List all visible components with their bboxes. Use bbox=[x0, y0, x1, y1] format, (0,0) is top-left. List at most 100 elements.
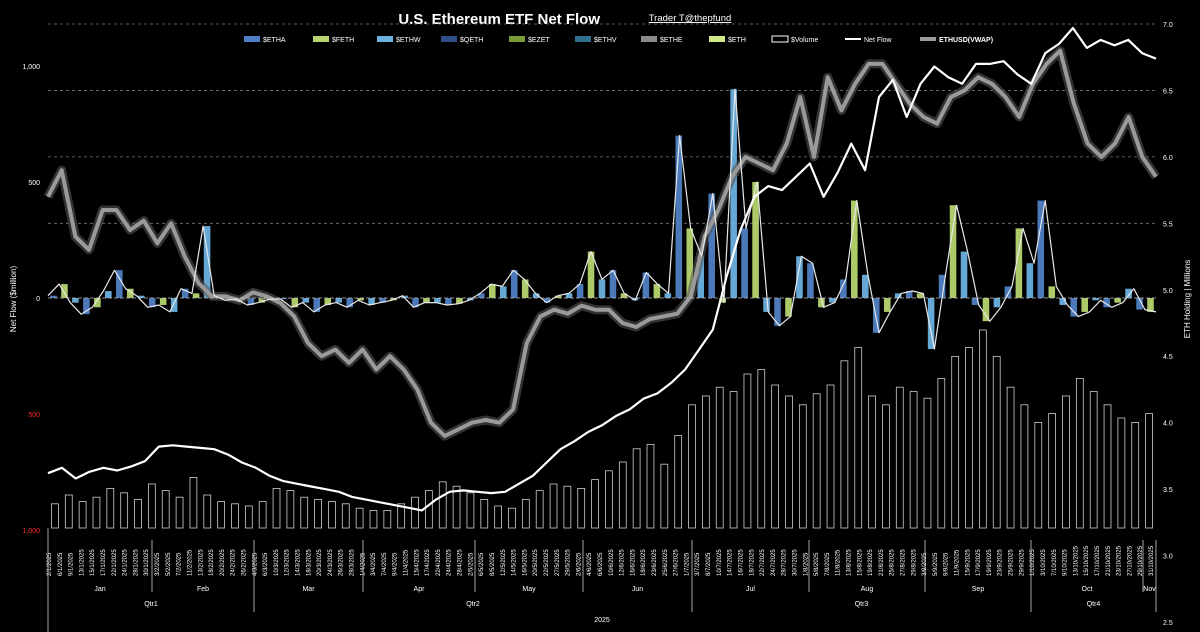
x-date-label: 3/4/2025 bbox=[371, 552, 377, 576]
flow-bar bbox=[653, 284, 661, 298]
x-date-label: 7/4/2025 bbox=[382, 552, 388, 576]
flow-bar bbox=[1026, 263, 1034, 298]
y-right-tick-8: 6.5 bbox=[1163, 88, 1173, 95]
flow-bar bbox=[105, 291, 112, 298]
x-date-label: 4/6/2025 bbox=[587, 552, 593, 576]
flow-bar bbox=[609, 270, 617, 298]
x-date-label: 25/9/2025 bbox=[1009, 549, 1015, 576]
volume-bar bbox=[341, 503, 350, 529]
volume-bar bbox=[618, 461, 627, 529]
x-date-label: 26/3/2025 bbox=[339, 549, 345, 576]
x-date-label: 17/4/2025 bbox=[425, 549, 431, 576]
x-date-label: 9/9/2025 bbox=[944, 552, 950, 576]
volume-bar bbox=[854, 347, 863, 529]
flow-bar bbox=[291, 298, 299, 308]
flow-bar bbox=[598, 279, 606, 298]
x-date-label: 21/8/2025 bbox=[879, 549, 885, 576]
x-date-label: 16/5/2025 bbox=[522, 549, 528, 576]
flow-bar bbox=[664, 293, 672, 298]
x-date-label: 27/5/2025 bbox=[555, 549, 561, 576]
x-date-label: 5/9/2025 bbox=[933, 552, 939, 576]
month-label: May bbox=[522, 586, 536, 593]
flow-bar bbox=[1081, 298, 1088, 312]
legend-label-6: $ETHE bbox=[660, 37, 683, 44]
flow-bar bbox=[818, 298, 825, 308]
x-date-label: 16/6/2025 bbox=[630, 549, 636, 576]
y-left-tick-2: 0 bbox=[36, 296, 40, 303]
volume-bar bbox=[660, 463, 669, 529]
flow-bar bbox=[807, 263, 814, 298]
y-left-tick-4: 1,000 bbox=[22, 528, 40, 535]
volume-bar bbox=[231, 503, 239, 529]
legend: $ETHA $FETH $ETHW $QETH $EZET $ETHV $ETHE $ETH $… bbox=[244, 35, 993, 44]
quarter-label: Qtr3 bbox=[855, 601, 869, 608]
x-date-label: 24/4/2025 bbox=[447, 549, 453, 576]
volume-bar bbox=[937, 377, 946, 529]
flow-bar bbox=[1070, 298, 1078, 317]
flow-bar bbox=[686, 228, 694, 298]
x-date-label: 11/2/2025 bbox=[188, 549, 194, 576]
volume-bar bbox=[452, 485, 461, 529]
x-date-label: 6/3/2025 bbox=[263, 552, 269, 576]
flow-bar bbox=[1059, 298, 1067, 305]
volume-bar bbox=[951, 355, 960, 529]
x-date-label: 24/3/2025 bbox=[328, 549, 334, 576]
flow-bar bbox=[927, 298, 935, 350]
volume-bar bbox=[826, 384, 835, 529]
month-label: Apr bbox=[414, 586, 426, 593]
x-date-label: 24/1/2025 bbox=[123, 549, 129, 576]
flow-bar bbox=[434, 298, 441, 303]
x-date-label: 7/8/2025 bbox=[825, 552, 831, 576]
x-date-label: 30/7/2025 bbox=[793, 549, 799, 576]
flow-bar bbox=[412, 298, 419, 308]
x-date-label: 29/10/2025 bbox=[1138, 545, 1144, 576]
flow-bar bbox=[752, 182, 759, 298]
axes: 1,000 500 0 500 1,000 2.5 3.0 3.5 4.0 4.5 5.0 5.5 6.… bbox=[22, 22, 1172, 627]
y-axis-left-label: Net Flow ($million) bbox=[9, 266, 18, 333]
flow-bar bbox=[883, 298, 891, 312]
flow-bar bbox=[587, 251, 595, 298]
volume-bar bbox=[480, 498, 489, 529]
x-date-label: 17/1/2025 bbox=[101, 549, 107, 576]
flow-bar bbox=[631, 298, 639, 301]
volume-bar bbox=[369, 509, 378, 529]
x-date-label: 10/3/2025 bbox=[274, 549, 280, 576]
month-label: Jul bbox=[746, 586, 755, 593]
x-date-label: 28/7/2025 bbox=[782, 549, 788, 576]
flow-bar bbox=[83, 298, 90, 315]
flow-bar bbox=[829, 298, 836, 303]
x-date-label: 14/5/2025 bbox=[512, 549, 518, 576]
volume-bar bbox=[1145, 413, 1153, 529]
x-date-label: 15/1/2025 bbox=[90, 549, 96, 576]
month-label: Jun bbox=[632, 586, 643, 593]
flow-bar bbox=[554, 295, 562, 298]
x-date-label: 22/4/2025 bbox=[436, 549, 442, 576]
x-date-label: 14/3/2025 bbox=[296, 549, 302, 576]
x-date-label: 13/8/2025 bbox=[847, 549, 853, 576]
legend-swatch-0 bbox=[244, 36, 260, 42]
x-date-label: 8/7/2025 bbox=[706, 552, 712, 576]
volume-bar bbox=[494, 505, 502, 529]
x-date-label: 12/5/2025 bbox=[501, 549, 507, 576]
x-date-label: 9/4/2025 bbox=[393, 552, 399, 576]
x-date-label: 3/7/2025 bbox=[695, 552, 701, 576]
legend-swatch-3 bbox=[441, 36, 457, 42]
volume-bar bbox=[300, 496, 309, 529]
y-right-tick-9: 7.0 bbox=[1163, 22, 1173, 29]
x-date-label: 25/8/2025 bbox=[890, 549, 896, 576]
x-date-label: 1/10/2025 bbox=[1030, 549, 1036, 576]
volume-bar bbox=[1034, 421, 1043, 529]
x-date-label: 29/8/2025 bbox=[911, 549, 917, 576]
volume-bar bbox=[78, 501, 87, 529]
x-date-label: 18/2/2025 bbox=[209, 549, 215, 576]
volume-bar bbox=[785, 395, 793, 529]
flow-bar bbox=[280, 298, 288, 300]
volume-bar bbox=[64, 494, 73, 529]
flow-bar bbox=[861, 274, 869, 298]
flow-bar bbox=[576, 284, 584, 298]
flow-bar bbox=[203, 226, 211, 298]
net-flow-bars bbox=[50, 89, 1154, 350]
volume-bar bbox=[563, 485, 572, 529]
quarter-label: Qtr2 bbox=[466, 601, 480, 608]
